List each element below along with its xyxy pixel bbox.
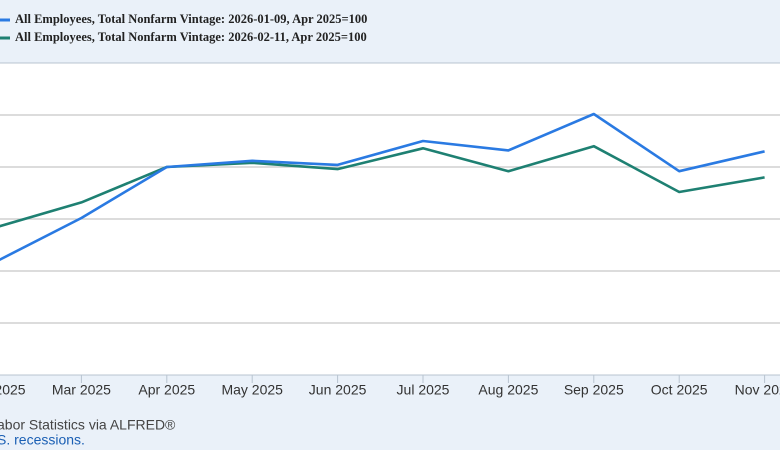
series-line — [0, 112, 765, 262]
x-tick-label: Nov 2025 — [735, 382, 780, 398]
x-tick-label: Apr 2025 — [138, 382, 195, 398]
x-tick-label: Aug 2025 — [478, 382, 538, 398]
source-text: abor Statistics via ALFRED® — [0, 417, 176, 433]
legend-label: All Employees, Total Nonfarm Vintage: 20… — [15, 12, 367, 26]
x-tick-label: Sep 2025 — [564, 382, 624, 398]
recession-link[interactable]: S. recessions. — [0, 432, 85, 448]
x-tick-label: May 2025 — [221, 382, 283, 398]
x-tick-label: Oct 2025 — [651, 382, 708, 398]
x-tick-label: Jun 2025 — [309, 382, 367, 398]
footer-band — [0, 375, 780, 450]
series-line — [0, 144, 765, 228]
legend-label: All Employees, Total Nonfarm Vintage: 20… — [15, 30, 367, 44]
x-tick-label: Jul 2025 — [397, 382, 450, 398]
x-tick-label: Mar 2025 — [52, 382, 111, 398]
legend-band — [0, 0, 780, 63]
x-tick-label: Feb 2025 — [0, 382, 26, 398]
